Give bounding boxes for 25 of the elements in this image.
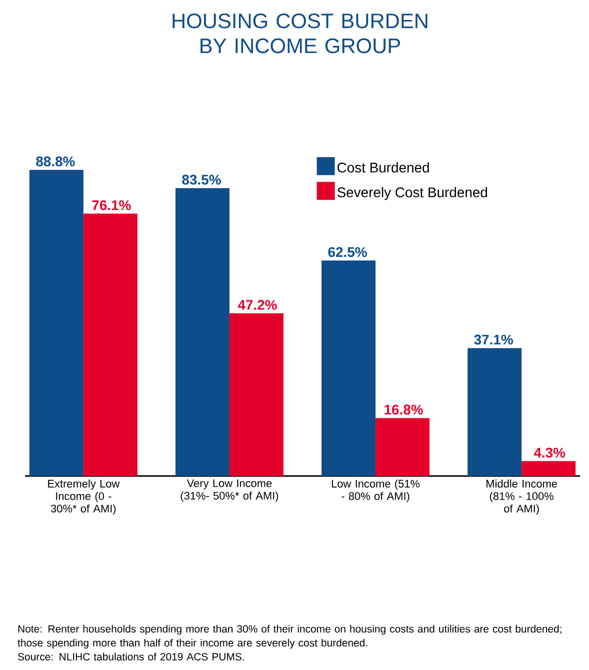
data-label: 76.1% [92,200,131,210]
source-note: Source: NLIHC tabulations of 2019 ACS PUMS. [18,652,244,660]
bar [83,214,138,476]
x-tick-label: Very Low Income (31%- 50%* of AMI) [180,480,278,502]
bar [29,170,84,476]
bar [175,188,230,476]
text: Note: Renter households spending more than 30% of their income on housing costs and utilities are cost burdened; those spending more than half of their income are severely cost burdened. [18,624,562,649]
x-tick-label: Low Income (51% - 80% of AMI) [332,480,420,502]
data-label: 83.5% [182,174,221,185]
data-label: 16.8% [384,404,423,415]
data-label: 37.1% [474,334,513,345]
bar [468,348,522,476]
data-label: 88.8% [36,156,75,166]
legend-label: Cost Burdened [337,162,429,173]
x-tick-label: Extremely Low Income (0 - 30%* of AMI) [48,480,120,515]
data-label: 62.5% [328,247,367,258]
legend-label: Severely Cost Burdened [337,187,488,200]
data-label: 47.2% [238,300,277,310]
x-tick-label: Middle Income (81% - 100% of AMI) [486,480,558,515]
bar [229,313,284,476]
chart-title: HOUSING COST BURDEN BY INCOME GROUP [172,14,428,54]
data-label: 4.3% [534,448,566,458]
bar [376,418,430,476]
bar [522,461,576,476]
bar [322,260,376,476]
